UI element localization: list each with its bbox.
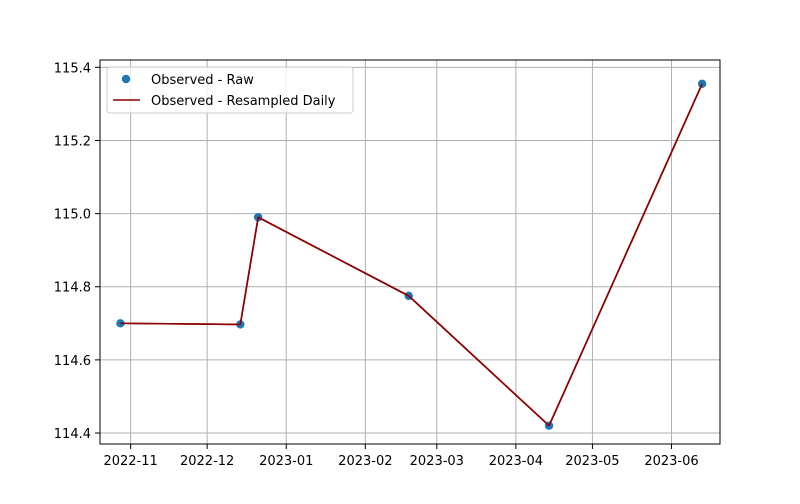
plot-frame	[99, 59, 721, 445]
x-tick-label: 2023-04	[489, 454, 543, 469]
x-tick-label: 2023-03	[410, 454, 464, 469]
axis-layer: 2022-11 2022-12 2023-01 2023-02 2023-03 2023-…	[54, 61, 699, 469]
y-tick-label: 115.2	[54, 134, 91, 149]
y-tick-label: 115.4	[54, 61, 91, 76]
y-tick-label: 114.6	[54, 354, 91, 369]
series-line-resampled-daily	[120, 83, 703, 427]
grid-layer	[100, 60, 720, 444]
x-tick-label: 2023-06	[644, 454, 698, 469]
series-layer	[116, 79, 707, 430]
legend: Observed - Raw Observed - Resampled Dail…	[106, 66, 354, 114]
y-tick-label: 114.8	[54, 281, 91, 296]
legend-marker-raw	[121, 74, 131, 84]
x-tick-label: 2023-01	[259, 454, 313, 469]
legend-box	[106, 66, 354, 114]
legend-label-raw: Observed - Raw	[151, 73, 254, 88]
x-tick-label: 2022-11	[103, 454, 157, 469]
legend-label-resampled: Observed - Resampled Daily	[151, 94, 336, 109]
x-tick-label: 2023-05	[565, 454, 619, 469]
series-line-overlay	[120, 83, 703, 427]
x-tick-label: 2022-12	[180, 454, 234, 469]
y-tick-label: 115.0	[54, 208, 91, 223]
y-tick-label: 114.4	[54, 427, 91, 442]
x-tick-label: 2023-02	[338, 454, 392, 469]
